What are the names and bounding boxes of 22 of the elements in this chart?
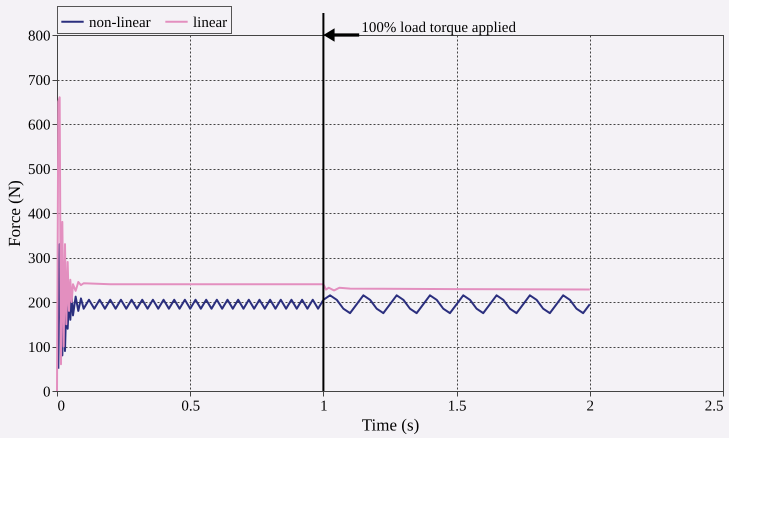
y-tick-label: 0 xyxy=(43,384,50,400)
x-tick-label: 0 xyxy=(58,398,65,414)
x-tick-label: 1.5 xyxy=(448,398,466,414)
y-axis-title: Force (N) xyxy=(5,180,24,247)
x-tick-label: 2.5 xyxy=(704,398,724,414)
y-tick-label: 400 xyxy=(28,206,50,222)
y-tick-label: 600 xyxy=(28,118,50,134)
y-tick-label: 100 xyxy=(28,340,50,356)
y-tick-label: 800 xyxy=(28,28,50,44)
y-tick-label: 700 xyxy=(28,73,50,89)
x-tick-label: 0.5 xyxy=(181,398,200,414)
x-tick-label: 2 xyxy=(586,398,594,414)
ref-line-label: 100% load torque applied xyxy=(361,20,516,36)
legend-label: linear xyxy=(193,14,228,31)
x-tick-label: 1 xyxy=(320,398,328,414)
y-tick-label: 300 xyxy=(28,251,50,267)
line-series xyxy=(56,96,591,392)
y-tick-label: 200 xyxy=(28,296,50,312)
x-axis-title: Time (s) xyxy=(362,416,420,434)
y-tick-label: 500 xyxy=(28,162,50,178)
legend-label: non-linear xyxy=(89,14,151,31)
line-series xyxy=(57,243,591,370)
